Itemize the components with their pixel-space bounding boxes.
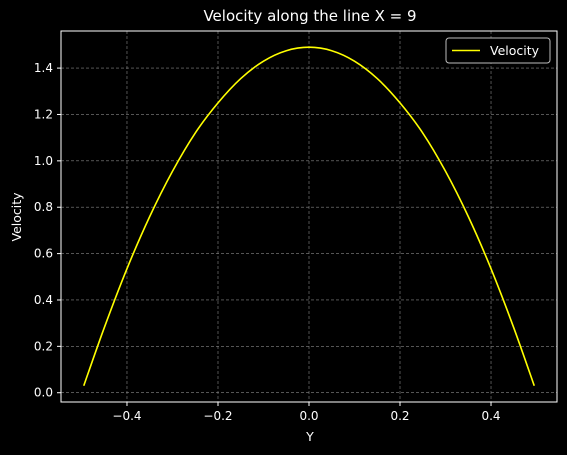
chart-title: Velocity along the line X = 9 [203,7,416,25]
y-tick-label: 0.0 [34,386,53,400]
y-tick-label: 0.4 [34,293,53,307]
x-tick-label: 0.0 [299,409,318,423]
x-tick-label: −0.4 [112,409,141,423]
legend-label-velocity: Velocity [490,43,540,58]
x-tick-label: 0.2 [390,409,409,423]
grid-lines [61,31,557,402]
y-tick-label: 1.4 [34,61,53,75]
y-tick-label: 1.0 [34,154,53,168]
y-tick-label: 0.8 [34,200,53,214]
plot-lines [82,46,536,387]
x-tick-label: −0.2 [203,409,232,423]
series-line-velocity [82,46,536,387]
y-axis-ticks: 0.0 0.2 0.4 0.6 0.8 1.0 1.2 1.4 [34,61,61,400]
x-tick-label: 0.4 [481,409,500,423]
y-tick-label: 0.6 [34,247,53,261]
y-tick-label: 0.2 [34,339,53,353]
x-axis-ticks: −0.4 −0.2 0.0 0.2 0.4 [112,402,501,423]
y-tick-label: 1.2 [34,107,53,121]
y-axis-label: Velocity [9,192,24,242]
legend-box [445,37,551,64]
legend: Velocity [445,37,551,64]
x-axis-label: Y [305,429,314,444]
